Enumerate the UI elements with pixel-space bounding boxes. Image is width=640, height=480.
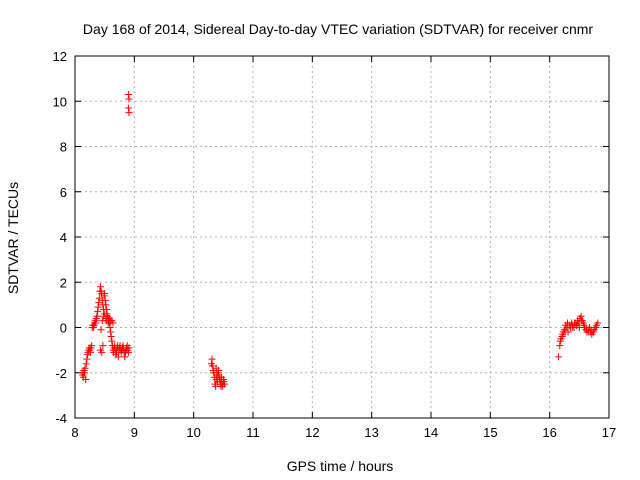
- data-point: [108, 337, 116, 345]
- data-point: [121, 353, 129, 361]
- data-point: [208, 355, 216, 363]
- data-point: [95, 299, 103, 307]
- y-tick-label: 10: [53, 94, 67, 109]
- data-point: [125, 109, 133, 117]
- data-point: [92, 319, 100, 327]
- data-point: [102, 305, 110, 313]
- chart-title: Day 168 of 2014, Sidereal Day-to-day VTE…: [83, 21, 593, 37]
- x-tick-labels: 8 9 10 11 12 13 14 15 16 17: [71, 425, 616, 440]
- x-tick-label: 13: [364, 425, 378, 440]
- grid: [75, 56, 609, 418]
- data-point: [555, 353, 563, 361]
- data-point: [124, 90, 132, 98]
- data-point: [580, 321, 588, 329]
- data-point: [221, 380, 229, 388]
- x-tick-label: 12: [305, 425, 319, 440]
- data-point: [94, 303, 102, 311]
- data-point: [94, 308, 102, 316]
- data-point: [124, 104, 132, 112]
- y-tick-label: 8: [60, 140, 67, 155]
- data-point: [114, 353, 122, 361]
- axis-ticks: [74, 55, 610, 419]
- data-point: [215, 371, 223, 379]
- data-point: [81, 364, 89, 372]
- data-point: [212, 364, 220, 372]
- y-tick-label: 4: [60, 230, 67, 245]
- data-point: [578, 317, 586, 325]
- data-point: [80, 369, 88, 377]
- x-tick-label: 11: [246, 425, 260, 440]
- data-point: [107, 333, 115, 341]
- x-tick-label: 14: [424, 425, 438, 440]
- data-point: [209, 362, 217, 370]
- y-tick-label: 6: [60, 185, 67, 200]
- y-axis-label: SDTVAR / TECUs: [5, 182, 21, 294]
- data-points: [78, 90, 602, 390]
- x-tick-label: 10: [186, 425, 200, 440]
- x-tick-label: 8: [71, 425, 78, 440]
- data-point: [106, 324, 114, 331]
- data-point: [590, 328, 598, 336]
- data-point: [556, 342, 564, 350]
- data-point: [82, 376, 90, 384]
- data-point: [99, 342, 107, 350]
- y-tick-label: -4: [55, 411, 67, 426]
- x-axis-label: GPS time / hours: [287, 458, 394, 474]
- x-tick-label: 17: [602, 425, 616, 440]
- data-point: [561, 328, 569, 336]
- y-tick-label: 12: [53, 49, 67, 64]
- data-point: [93, 312, 101, 320]
- data-point: [86, 348, 94, 356]
- data-point: [101, 290, 109, 298]
- data-point: [575, 324, 583, 331]
- x-tick-label: 9: [131, 425, 138, 440]
- data-point: [102, 301, 110, 309]
- y-tick-labels: -4 -2 0 2 4 6 8 10 12: [53, 49, 67, 426]
- y-tick-label: 0: [60, 321, 67, 336]
- data-point: [556, 337, 564, 345]
- data-point: [594, 319, 602, 327]
- data-point: [124, 348, 132, 356]
- data-point: [98, 348, 106, 356]
- data-point: [125, 95, 133, 103]
- data-point: [217, 382, 225, 390]
- data-point: [568, 324, 576, 331]
- y-tick-label: 2: [60, 275, 67, 290]
- data-point: [101, 310, 109, 318]
- y-tick-label: -2: [55, 366, 67, 381]
- data-point: [97, 283, 105, 291]
- x-tick-label: 16: [542, 425, 556, 440]
- data-point: [97, 326, 105, 334]
- data-point: [107, 328, 115, 336]
- data-point: [88, 342, 96, 350]
- data-point: [577, 312, 585, 320]
- data-point: [109, 319, 117, 327]
- data-point: [83, 355, 91, 363]
- data-point: [101, 296, 109, 304]
- data-point: [82, 360, 90, 368]
- data-point: [592, 324, 600, 331]
- data-point: [125, 344, 133, 352]
- x-tick-label: 15: [483, 425, 497, 440]
